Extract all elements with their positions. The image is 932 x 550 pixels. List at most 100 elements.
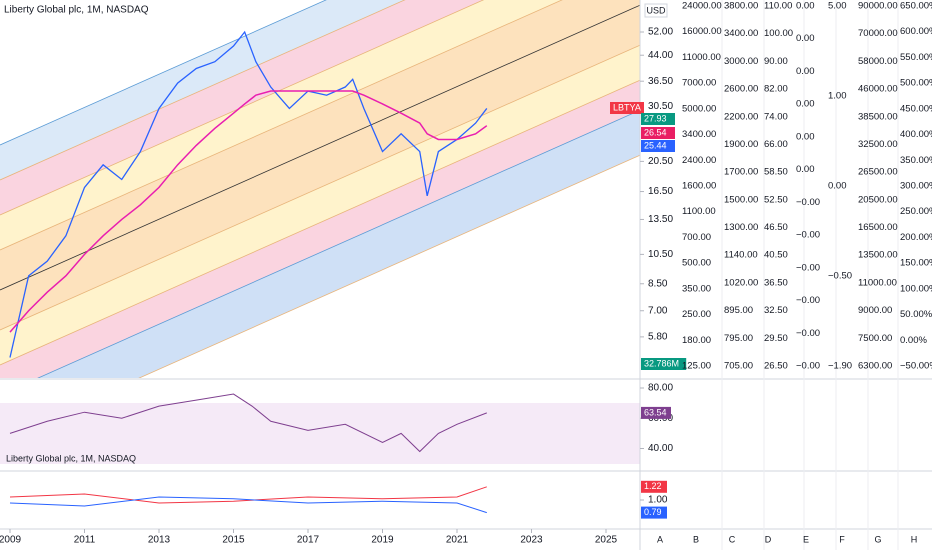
channel-line (0, 0, 406, 181)
scale-label: 2400.00 (682, 155, 716, 166)
scale-label: 52.50 (764, 194, 788, 205)
scale-label: 1600.00 (682, 181, 716, 192)
price-line (9, 30, 488, 358)
x-tick-label: 2009 (0, 535, 22, 546)
x-tick-label: 2025 (595, 535, 618, 546)
channel-line (138, 154, 640, 378)
x-tick-label: 2019 (371, 535, 394, 546)
scale-label: 46.50 (764, 222, 788, 233)
price-badge-label: LBTYA (613, 102, 641, 112)
y-tick-label: 44.00 (648, 50, 673, 61)
rsi-badge-label: 63.54 (644, 407, 667, 417)
scale-label: 6300.00 (858, 361, 892, 372)
scale-label: 350.00% (900, 155, 932, 166)
channel-line (0, 0, 563, 251)
scale-label: 110.00 (764, 1, 792, 12)
scale-label: 1700.00 (724, 167, 758, 178)
scale-label: 58.50 (764, 167, 788, 178)
scale-label: 50.00% (900, 309, 932, 320)
scale-label: 5.00 (828, 1, 847, 12)
x-tick-label: 2017 (297, 535, 320, 546)
column-letter: B (693, 534, 699, 544)
price-badge (641, 127, 675, 139)
scale-label: 29.50 (764, 333, 788, 344)
scale-label: 180.00 (682, 335, 711, 346)
scale-label: 550.00% (900, 52, 932, 63)
scale-label: 40.50 (764, 250, 788, 261)
column-letter: H (911, 534, 918, 544)
y-tick-label: 10.50 (648, 249, 673, 260)
channel-band (0, 5, 640, 330)
chart-title: Liberty Global plc, 1M, NASDAQ (4, 5, 149, 16)
scale-label: 70000.00 (858, 28, 898, 39)
scale-label: 32500.00 (858, 139, 898, 150)
column-letter: A (657, 534, 663, 544)
scale-label: 7000.00 (682, 78, 716, 89)
scale-label: 90000.00 (858, 1, 898, 12)
scale-label: 895.00 (724, 305, 753, 316)
scale-label: 58000.00 (858, 56, 898, 67)
scale-label: 38500.00 (858, 111, 898, 122)
scale-label: 100.00% (900, 283, 932, 294)
scale-label: 3000.00 (724, 56, 758, 67)
y-tick-label: 30.50 (648, 101, 673, 112)
scale-label: 250.00% (900, 206, 932, 217)
scale-label: −50.00% (900, 361, 932, 372)
y-tick-label: 7.00 (648, 305, 668, 316)
ratio-badge (641, 506, 667, 519)
currency[interactable]: USD (646, 5, 666, 15)
scale-label: 0.00% (900, 335, 927, 346)
y-tick-label: 20.50 (648, 156, 673, 167)
scale-label: 16000.00 (682, 26, 722, 37)
x-tick-label: 2023 (520, 535, 543, 546)
column-letter: E (803, 534, 809, 544)
y-tick-label: 1.00 (648, 495, 668, 506)
currency-box[interactable] (644, 3, 668, 18)
scale-label: 46000.00 (858, 84, 898, 95)
scale-label: 13500.00 (858, 250, 898, 261)
scale-label: 500.00 (682, 258, 711, 269)
scale-label: −0.00 (796, 262, 820, 273)
y-tick-label: 8.50 (648, 278, 668, 289)
price-badge (610, 102, 644, 114)
scale-label: 3800.00 (724, 1, 758, 12)
scale-label: 1100.00 (682, 206, 716, 217)
scale-label: −0.00 (796, 230, 820, 241)
scale-label: 26500.00 (858, 167, 898, 178)
y-tick-label: 80.00 (648, 383, 673, 394)
scale-label: 650.00% (900, 1, 932, 12)
scale-label: −0.00 (796, 197, 820, 208)
scale-label: 0.00 (828, 181, 847, 192)
scale-label: 3400.00 (724, 28, 758, 39)
scale-label: 0.00 (796, 131, 815, 142)
scale-label: 0.00 (796, 164, 815, 175)
scale-label: 1500.00 (724, 194, 758, 205)
price-badge-label: 25.44 (644, 140, 667, 150)
scale-label: 150.00% (900, 258, 932, 269)
y-tick-label: 16.50 (648, 186, 673, 197)
scale-label: 66.00 (764, 139, 788, 150)
scale-label: 125.00 (682, 361, 711, 372)
ratio-badge-label: 0.79 (644, 507, 662, 517)
y-tick-label: 5.80 (648, 332, 668, 343)
scale-label: 3400.00 (682, 129, 716, 140)
channel-band (0, 80, 640, 378)
scale-label: 9000.00 (858, 305, 892, 316)
scale-label: 1140.00 (724, 250, 758, 261)
price-badge-label: 27.93 (644, 113, 667, 123)
x-tick-label: 2013 (148, 535, 171, 546)
column-letter: C (729, 534, 736, 544)
scale-label: 11000.00 (858, 277, 897, 288)
rsi-band (0, 403, 640, 464)
scale-label: 2600.00 (724, 84, 758, 95)
scale-label: 1300.00 (724, 222, 758, 233)
price-badge-label: 32.786M (644, 358, 679, 368)
scale-label: 795.00 (724, 333, 753, 344)
channel (0, 0, 640, 378)
x-tick-label: 2021 (446, 535, 469, 546)
x-tick-label: 2011 (74, 535, 96, 546)
ratio-line (9, 486, 487, 504)
scale-label: 20500.00 (858, 194, 898, 205)
scale-label: 600.00% (900, 26, 932, 37)
